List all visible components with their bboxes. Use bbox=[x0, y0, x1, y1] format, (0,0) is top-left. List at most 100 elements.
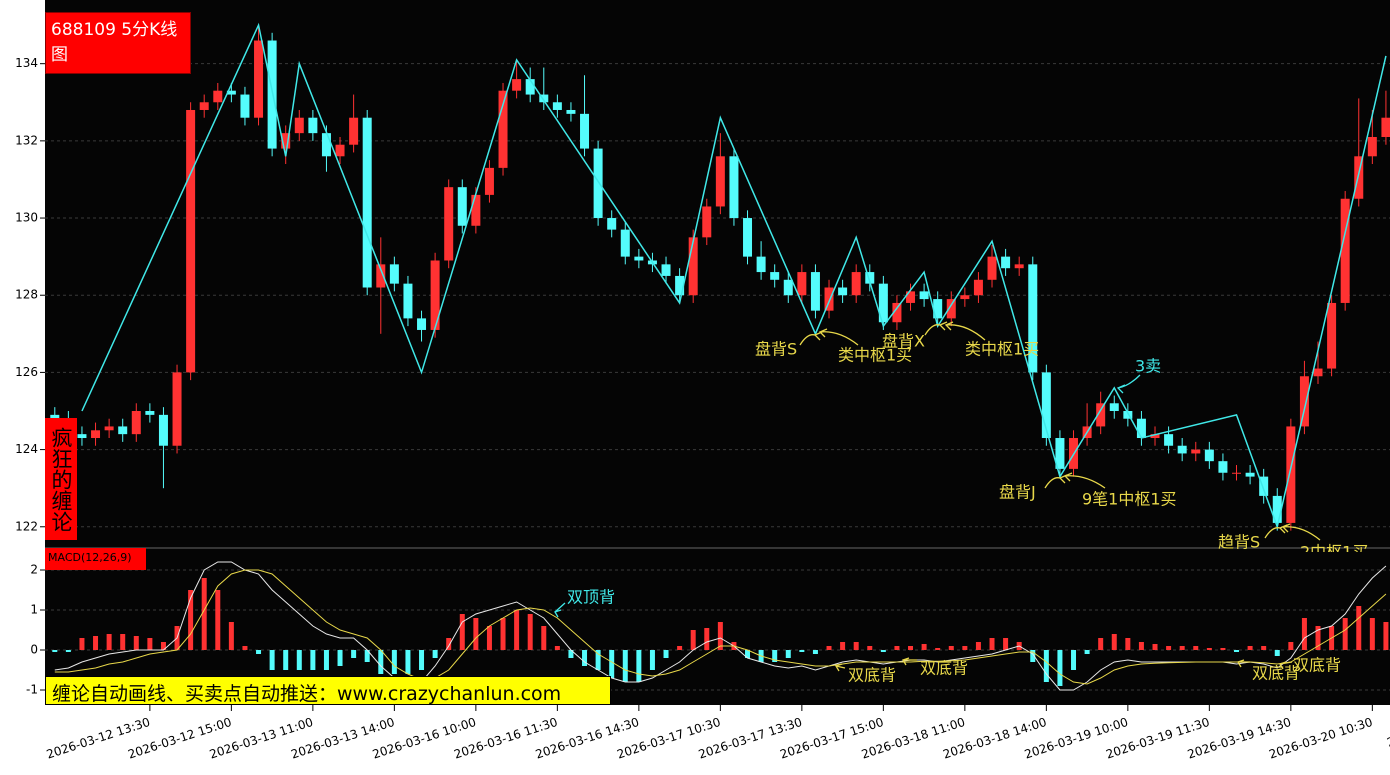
macd-bar bbox=[486, 626, 492, 650]
annotation-arrow bbox=[799, 331, 823, 346]
y-tick-label: 132 bbox=[15, 133, 38, 147]
macd-bar bbox=[514, 610, 520, 650]
annotation-arrow bbox=[554, 602, 566, 618]
macd-bar bbox=[432, 650, 438, 658]
macd-bar bbox=[391, 650, 397, 674]
candle-body bbox=[1123, 411, 1133, 419]
candle-body bbox=[607, 218, 617, 230]
macd-bar bbox=[1043, 650, 1049, 682]
chart-title: 688109 5分K线图 bbox=[45, 12, 191, 74]
candle-body bbox=[349, 117, 359, 145]
macd-bar bbox=[989, 638, 995, 650]
annotation: 类中枢1买 bbox=[965, 340, 1039, 359]
candle-body bbox=[118, 426, 128, 435]
annotation-arrow bbox=[1281, 523, 1321, 541]
candle-body bbox=[1136, 418, 1146, 439]
annotation: 类中枢1买 bbox=[838, 346, 912, 365]
annotation: 盘背J bbox=[999, 483, 1036, 502]
candle-body bbox=[145, 411, 155, 415]
candle-body bbox=[566, 109, 576, 114]
candle-body bbox=[1381, 117, 1390, 137]
macd-bar bbox=[228, 622, 234, 650]
macd-bar bbox=[677, 646, 683, 650]
candle-body bbox=[498, 90, 508, 168]
annotation-arrow bbox=[924, 321, 948, 336]
candle-body bbox=[1232, 472, 1242, 474]
macd-bar bbox=[1166, 646, 1172, 650]
dea-line bbox=[54, 569, 1387, 685]
candle-body bbox=[158, 414, 168, 446]
macd-bar bbox=[1234, 650, 1240, 652]
macd-bar bbox=[1071, 650, 1077, 670]
y-tick-label: 0 bbox=[30, 643, 38, 657]
y-tick-label: 126 bbox=[15, 365, 38, 379]
macd-bar bbox=[1369, 618, 1375, 650]
macd-bar bbox=[962, 646, 968, 650]
macd-bar bbox=[663, 650, 669, 658]
annotation-arrow bbox=[944, 321, 986, 341]
y-tick-label: 130 bbox=[15, 211, 38, 225]
macd-bar bbox=[745, 650, 751, 658]
macd-bar bbox=[106, 634, 112, 650]
y-tick-label: 134 bbox=[15, 56, 38, 70]
y-tick-label: 2 bbox=[30, 563, 38, 577]
candle-body bbox=[906, 291, 916, 303]
y-tick-label: 122 bbox=[15, 519, 38, 533]
macd-bar bbox=[908, 646, 914, 650]
candle-body bbox=[919, 291, 929, 300]
y-tick-label: 128 bbox=[15, 288, 38, 302]
macd-bar bbox=[1206, 648, 1212, 650]
macd-bar bbox=[1057, 650, 1063, 686]
candle-body bbox=[593, 148, 603, 219]
macd-bar bbox=[1301, 618, 1307, 650]
macd-bar bbox=[527, 614, 533, 650]
macd-bar bbox=[500, 618, 506, 650]
candle-body bbox=[1096, 403, 1106, 427]
macd-bar bbox=[1247, 646, 1253, 650]
macd-bar bbox=[649, 650, 655, 670]
candle-body bbox=[539, 94, 549, 103]
macd-bar bbox=[799, 650, 805, 652]
macd-bar bbox=[283, 650, 289, 670]
annotation: 9笔1中枢1买 bbox=[1082, 490, 1177, 509]
candle-body bbox=[770, 272, 780, 280]
macd-bar bbox=[133, 636, 139, 650]
macd-bar bbox=[1030, 650, 1036, 662]
candle-body bbox=[933, 299, 943, 319]
candle-body bbox=[525, 79, 535, 95]
macd-bar bbox=[690, 630, 696, 650]
candle-body bbox=[389, 264, 399, 284]
macd-bar bbox=[93, 636, 99, 650]
candle-body bbox=[824, 287, 834, 311]
candle-body bbox=[743, 218, 753, 257]
candle-body bbox=[1028, 264, 1038, 373]
macd-bar bbox=[1084, 650, 1090, 654]
y-tick-label: 124 bbox=[15, 442, 38, 456]
macd-bar bbox=[1098, 638, 1104, 650]
candle-body bbox=[797, 272, 807, 296]
candle-body bbox=[335, 144, 345, 157]
macd-bar bbox=[215, 590, 221, 650]
candle-body bbox=[321, 133, 331, 157]
macd-bar bbox=[188, 590, 194, 650]
macd-bar bbox=[975, 642, 981, 650]
macd-bar bbox=[419, 650, 425, 670]
macd-bar bbox=[853, 642, 859, 650]
candle-body bbox=[376, 264, 386, 288]
candle-body bbox=[281, 133, 291, 149]
macd-bar bbox=[1179, 646, 1185, 650]
macd-bar bbox=[609, 650, 615, 678]
candle-body bbox=[960, 295, 970, 300]
macd-bar bbox=[840, 642, 846, 650]
candle-body bbox=[1259, 476, 1269, 496]
macd-bar bbox=[201, 578, 207, 650]
candle-body bbox=[552, 102, 562, 110]
macd-bar bbox=[1356, 606, 1362, 650]
candle-body bbox=[308, 117, 318, 134]
candle-body bbox=[1191, 449, 1201, 454]
annotation: 2中枢1买 bbox=[1300, 543, 1368, 562]
candle-body bbox=[661, 264, 671, 276]
macd-bar bbox=[1274, 650, 1280, 656]
